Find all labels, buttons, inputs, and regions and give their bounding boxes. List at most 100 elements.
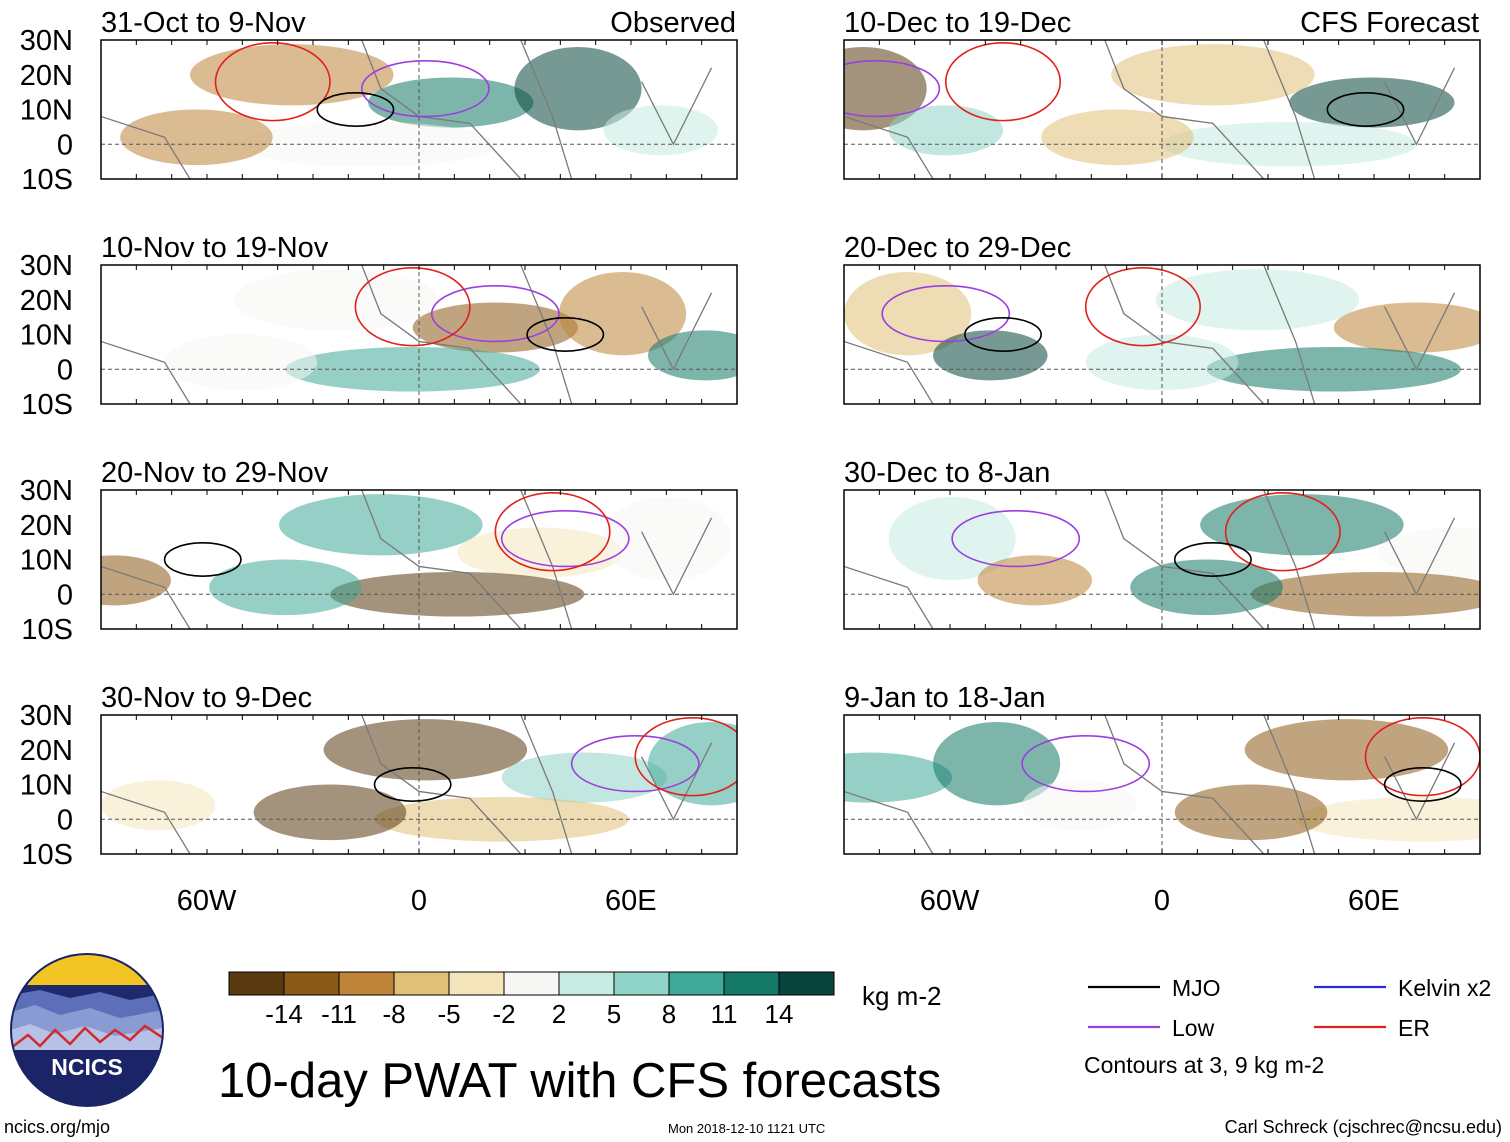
legend-label: Kelvin x2 [1398, 975, 1491, 1001]
panel-period-label: 20-Dec to 29-Dec [844, 232, 1071, 264]
wave-contour [373, 767, 452, 802]
panel-period-label: 31-Oct to 9-Nov [101, 7, 306, 39]
colorbar-label: -8 [382, 999, 405, 1029]
colorbar-swatch [283, 971, 340, 996]
panel-source-label: Observed [610, 7, 736, 39]
lat-tick-label: 10S [21, 839, 73, 871]
wave-contour [163, 542, 242, 577]
panel-period-label: 9-Jan to 18-Jan [844, 682, 1046, 714]
longitude-axes: 60W 0 60E 60W 0 60E [177, 885, 1400, 917]
coastline [1104, 40, 1456, 179]
wave-contour [354, 266, 471, 347]
colorbar-swatch [558, 971, 615, 996]
lat-tick-label: 10N [20, 95, 73, 127]
coastline [101, 115, 191, 179]
wave-contour [634, 716, 737, 797]
lat-tick-label: 20N [20, 510, 73, 542]
colorbar-label: -2 [492, 999, 515, 1029]
map-panel: 10-Dec to 19-Dec CFS Forecast [843, 7, 1481, 180]
colorbar-label: 11 [711, 999, 738, 1029]
lat-tick-label: 10N [20, 320, 73, 352]
coastline [101, 565, 191, 629]
colorbar-label: -5 [437, 999, 460, 1029]
coastline [844, 115, 934, 179]
panel-period-label: 30-Nov to 9-Dec [101, 682, 312, 714]
lat-tick-label: 20N [20, 60, 73, 92]
colorbar-swatch [723, 971, 780, 996]
lon-tick-label: 60W [177, 885, 237, 917]
lat-tick-label: 30N [20, 250, 73, 282]
wave-contour [944, 41, 1062, 122]
colorbar-swatch [448, 971, 505, 996]
legend-label: ER [1398, 1015, 1430, 1041]
chart-title: 10-day PWAT with CFS forecasts [218, 1054, 941, 1108]
colorbar-swatch [778, 971, 835, 996]
lon-tick-label: 60E [605, 885, 657, 917]
logo-text: NCICS [51, 1054, 123, 1080]
wave-contour [214, 41, 331, 122]
wave-contour [951, 510, 1081, 568]
panel-period-label: 20-Nov to 29-Nov [101, 457, 329, 489]
map-panels: 31-Oct to 9-Nov Observed30N20N10N010S10-N… [20, 7, 1481, 871]
colorbar-swatch [338, 971, 395, 996]
colorbar-label: -14 [265, 999, 303, 1029]
legend-label: MJO [1172, 975, 1221, 1001]
ncics-logo: NCICS [10, 953, 164, 1107]
wave-contour [1364, 716, 1480, 797]
units-label: kg m-2 [862, 981, 941, 1011]
lat-tick-label: 0 [57, 579, 73, 611]
pwat-anomaly-field [101, 40, 718, 179]
panel-period-label: 10-Dec to 19-Dec [844, 7, 1071, 39]
colorbar-swatch [393, 971, 450, 996]
legend: MJO Kelvin x2 Low ER [1088, 975, 1491, 1041]
lat-tick-label: 30N [20, 700, 73, 732]
wave-contour [1021, 735, 1151, 793]
colorbar-swatch [668, 971, 725, 996]
panel-period-label: 10-Nov to 19-Nov [101, 232, 329, 264]
lat-tick-label: 0 [57, 804, 73, 836]
lon-tick-label: 0 [411, 885, 427, 917]
wave-contour [844, 60, 941, 118]
lat-tick-label: 0 [57, 129, 73, 161]
lon-tick-label: 0 [1154, 885, 1170, 917]
legend-label: Low [1172, 1015, 1215, 1041]
pwat-anomaly-field [844, 265, 1480, 404]
wave-contour [964, 317, 1042, 352]
lat-tick-label: 30N [20, 475, 73, 507]
lat-tick-label: 0 [57, 354, 73, 386]
lat-tick-label: 10S [21, 614, 73, 646]
wave-contour [1326, 92, 1405, 127]
colorbar-label: 5 [607, 999, 621, 1029]
wave-contour [1383, 767, 1462, 802]
wave-contour [1173, 542, 1252, 577]
lat-tick-label: 10N [20, 770, 73, 802]
coastline [1104, 490, 1456, 629]
wave-contour [570, 735, 700, 793]
wave-contour [316, 92, 395, 127]
coastline [101, 340, 191, 404]
lon-tick-label: 60W [920, 885, 980, 917]
coastline [1104, 715, 1456, 854]
footer-author: Carl Schreck (cjschrec@ncsu.edu) [1225, 1117, 1502, 1137]
coastline [844, 565, 934, 629]
wave-contour [360, 60, 490, 118]
panel-source-label: CFS Forecast [1300, 7, 1479, 39]
coastline [844, 790, 934, 854]
wave-contour [526, 317, 605, 352]
lat-tick-label: 20N [20, 735, 73, 767]
lat-tick-label: 10N [20, 545, 73, 577]
pwat-anomaly-field [844, 715, 1480, 854]
colorbar: -14 -11 -8 -5 -2 2 5 8 11 14 [228, 971, 835, 1029]
footer-url[interactable]: ncics.org/mjo [4, 1117, 110, 1137]
coastline [844, 340, 934, 404]
wave-contour [494, 491, 611, 572]
colorbar-swatch [503, 971, 560, 996]
map-panel: 30-Dec to 8-Jan [843, 457, 1481, 630]
lat-tick-label: 20N [20, 285, 73, 317]
colorbar-label: 2 [552, 999, 566, 1029]
wave-contour [1224, 491, 1341, 572]
